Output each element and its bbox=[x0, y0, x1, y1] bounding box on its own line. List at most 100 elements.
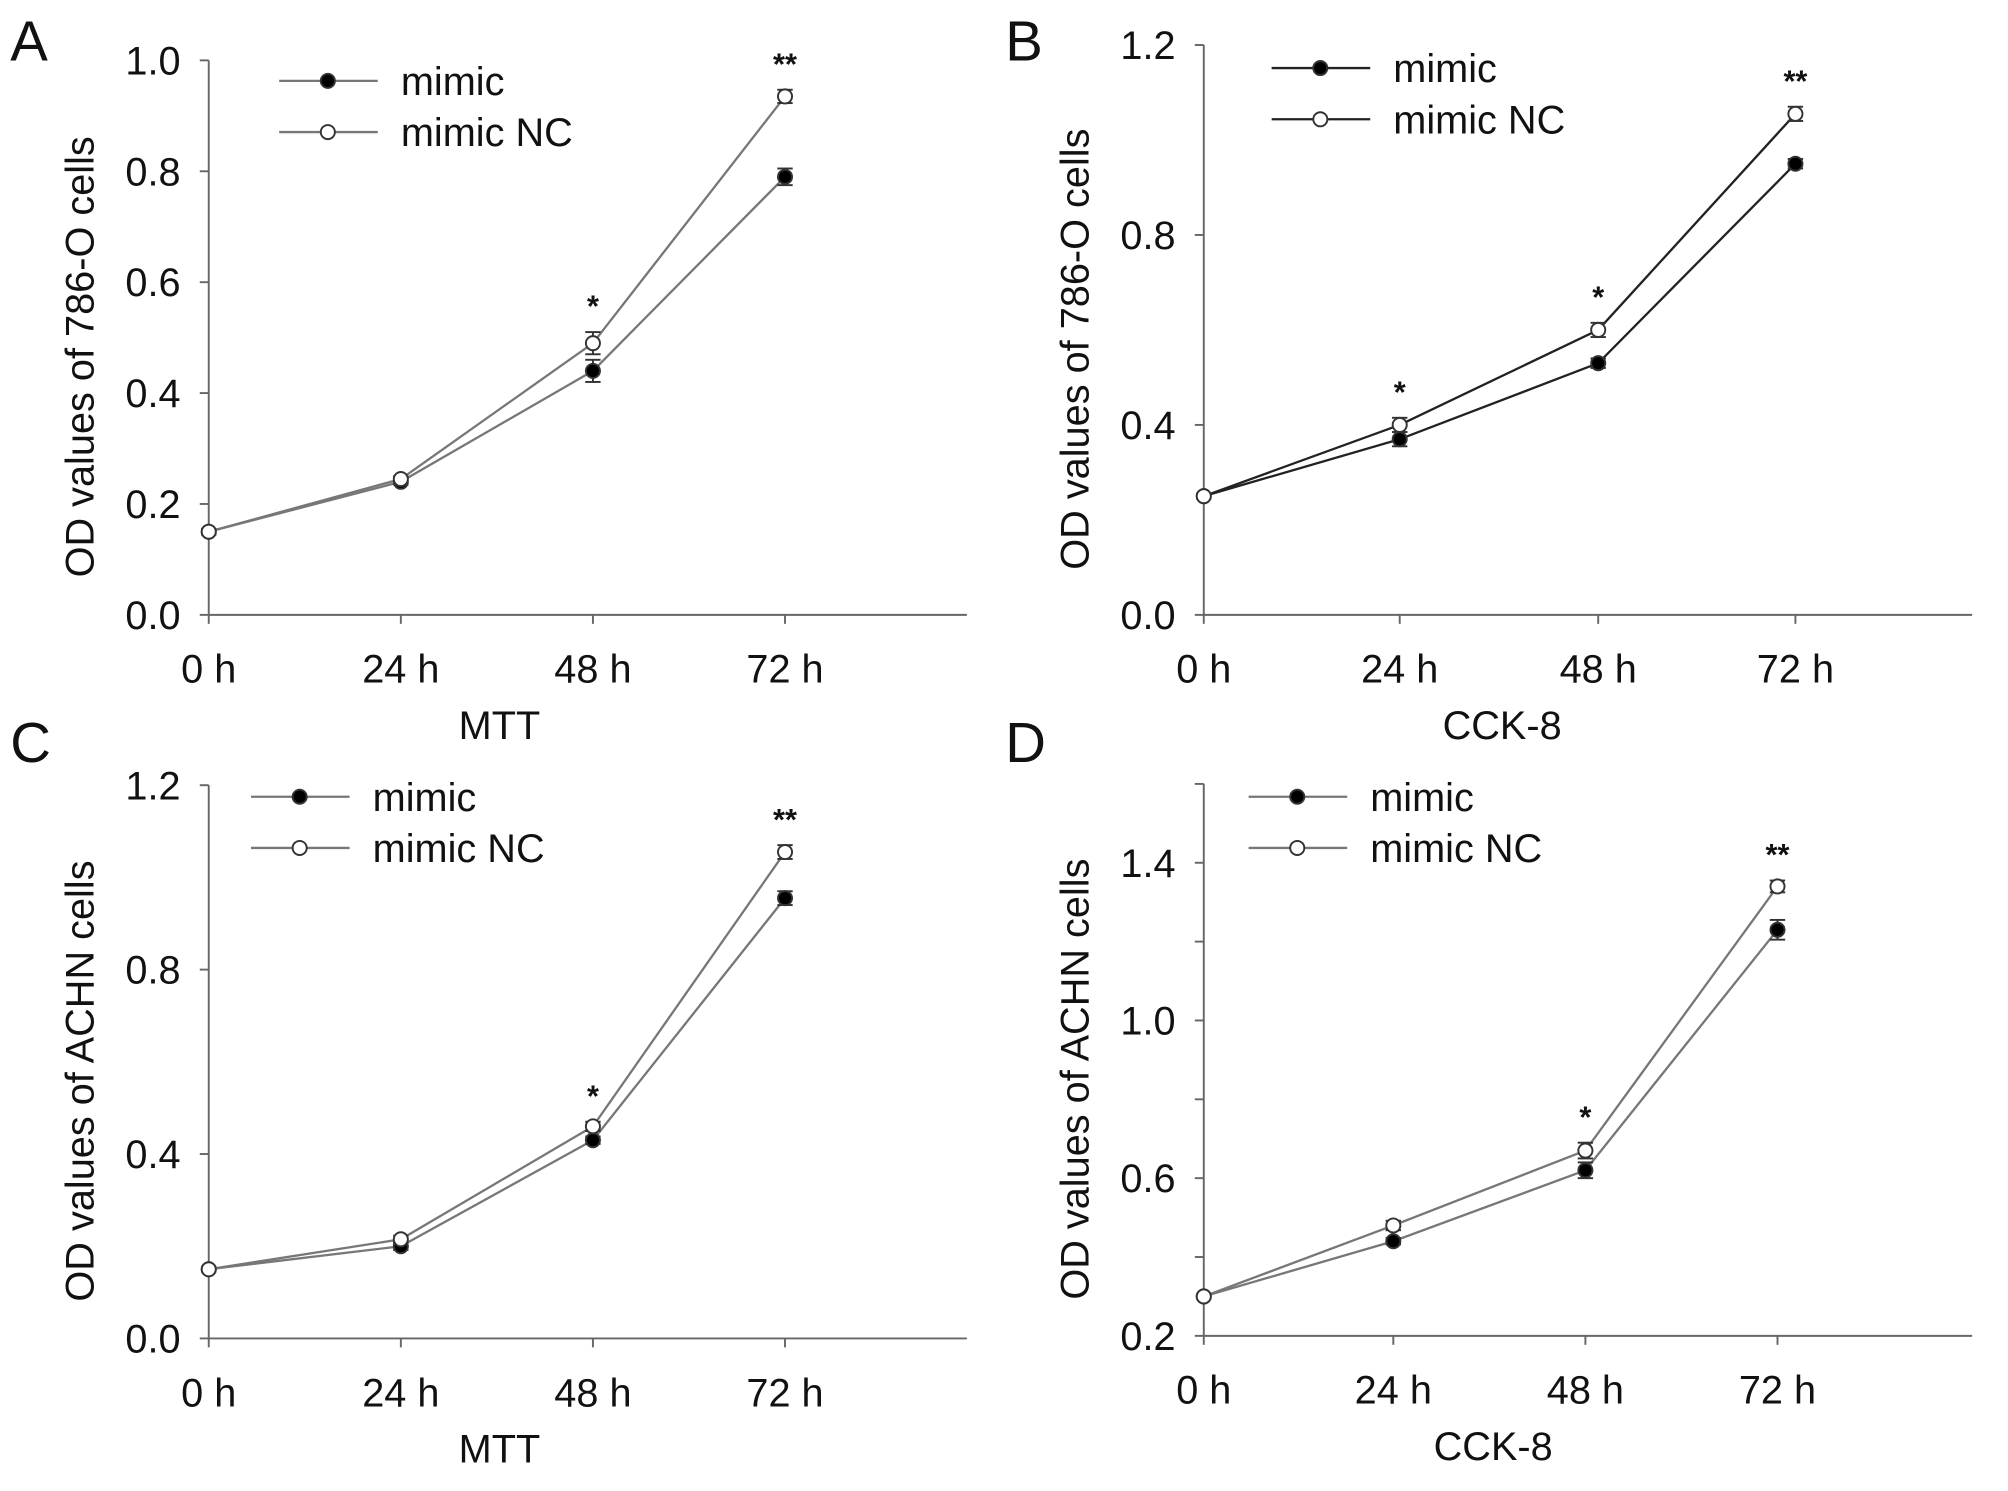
x-tick-label: 24 h bbox=[362, 648, 439, 692]
series-mimic-nc bbox=[200, 88, 794, 540]
legend-label: mimic bbox=[1393, 47, 1497, 91]
y-tick-label: 0.4 bbox=[125, 372, 180, 416]
data-point bbox=[584, 335, 601, 352]
series-line bbox=[208, 95, 786, 533]
legend-marker bbox=[1312, 60, 1329, 77]
y-axis-label: OD values of 786-O cells bbox=[58, 136, 102, 577]
legend-item: mimic NC bbox=[250, 827, 545, 871]
y-tick-label: 0.6 bbox=[125, 261, 180, 305]
data-point bbox=[200, 523, 217, 540]
x-tick-label: 0 h bbox=[1176, 648, 1231, 692]
y-tick-label: 0.8 bbox=[125, 949, 180, 993]
y-tick-label: 0.0 bbox=[125, 594, 180, 638]
significance-marker: * bbox=[1592, 279, 1604, 314]
y-tick-label: 0.2 bbox=[1120, 1315, 1175, 1359]
y-tick-label: 0.4 bbox=[1120, 404, 1175, 448]
legend-item: mimic bbox=[1271, 47, 1497, 91]
legend-item: mimic NC bbox=[1248, 827, 1542, 871]
x-axis-label: CCK-8 bbox=[1434, 1425, 1553, 1469]
data-point bbox=[777, 890, 794, 907]
legend-label: mimic NC bbox=[1393, 98, 1565, 142]
legend-marker bbox=[1289, 788, 1306, 805]
x-axis-label: MTT bbox=[459, 704, 541, 748]
significance-marker: * bbox=[1394, 374, 1406, 409]
significance-marker: ** bbox=[773, 46, 797, 81]
data-point bbox=[1391, 431, 1408, 448]
data-point bbox=[1769, 878, 1786, 895]
data-point bbox=[200, 1261, 217, 1278]
significance-marker: ** bbox=[1783, 63, 1807, 98]
y-tick-label: 0.0 bbox=[1120, 594, 1175, 638]
panel-letter: C bbox=[10, 711, 51, 774]
data-point bbox=[1195, 1288, 1212, 1305]
data-point bbox=[1577, 1162, 1594, 1179]
data-point bbox=[584, 362, 601, 379]
panel-letter: D bbox=[1005, 711, 1046, 774]
data-point bbox=[1391, 416, 1408, 433]
x-tick-label: 24 h bbox=[362, 1371, 439, 1415]
panel-a: A 0.0 0.2 0.4 0.6 0.8 1.0 0 h 24 h 48 h 72 h MTT OD … bbox=[10, 9, 967, 748]
series-mimic bbox=[200, 890, 794, 1278]
data-point bbox=[1590, 321, 1607, 338]
panel-b: B 0.0 0.4 0.8 1.2 0 h 24 h 48 h 72 h CCK-8 OD valu… bbox=[1005, 9, 1973, 748]
data-point bbox=[392, 1231, 409, 1248]
data-point bbox=[777, 844, 794, 861]
data-point bbox=[1385, 1233, 1402, 1250]
legend-marker bbox=[291, 788, 308, 805]
x-tick-label: 48 h bbox=[1560, 648, 1637, 692]
significance-marker: * bbox=[1579, 1099, 1591, 1134]
y-tick-label: 1.2 bbox=[1120, 24, 1175, 68]
y-tick-label: 0.8 bbox=[1120, 214, 1175, 258]
legend-label: mimic bbox=[401, 60, 505, 104]
significance-marker: ** bbox=[1766, 837, 1790, 872]
y-axis-label: OD values of ACHN cells bbox=[58, 860, 102, 1301]
data-point bbox=[392, 471, 409, 488]
data-point bbox=[584, 1118, 601, 1135]
legend-label: mimic NC bbox=[1370, 827, 1542, 871]
legend-label: mimic bbox=[373, 776, 477, 820]
panel-letter: A bbox=[10, 9, 48, 72]
significance-marker: ** bbox=[773, 802, 797, 837]
data-point bbox=[1385, 1217, 1402, 1234]
x-tick-label: 72 h bbox=[1757, 648, 1834, 692]
y-tick-label: 1.4 bbox=[1120, 842, 1175, 886]
series-mimic bbox=[1195, 918, 1786, 1305]
x-tick-label: 72 h bbox=[1739, 1369, 1816, 1413]
legend-marker bbox=[1312, 111, 1329, 128]
series-line bbox=[208, 176, 786, 533]
data-point bbox=[1769, 921, 1786, 938]
panel-letter: B bbox=[1005, 9, 1043, 72]
panel-c: C 0.0 0.4 0.8 1.2 0 h 24 h 48 h 72 h MTT OD values… bbox=[10, 711, 967, 1472]
x-tick-label: 48 h bbox=[554, 648, 631, 692]
data-point bbox=[1590, 355, 1607, 372]
y-axis-label: OD values of 786-O cells bbox=[1054, 129, 1098, 570]
legend-marker bbox=[291, 839, 308, 856]
y-axis-label: OD values of ACHN cells bbox=[1054, 859, 1098, 1300]
data-point bbox=[1787, 155, 1804, 172]
series-mimic bbox=[1195, 155, 1804, 505]
y-tick-label: 0.0 bbox=[125, 1318, 180, 1362]
x-tick-label: 0 h bbox=[181, 648, 236, 692]
significance-marker: * bbox=[587, 1078, 599, 1113]
series-mimic-nc bbox=[200, 844, 794, 1278]
data-point bbox=[584, 1132, 601, 1149]
data-point bbox=[1577, 1142, 1594, 1159]
series-mimic-nc bbox=[1195, 878, 1786, 1305]
y-tick-label: 1.0 bbox=[125, 39, 180, 83]
data-point bbox=[1195, 488, 1212, 505]
x-tick-label: 72 h bbox=[746, 648, 823, 692]
legend-item: mimic bbox=[1248, 776, 1474, 820]
x-tick-label: 24 h bbox=[1355, 1369, 1432, 1413]
legend-marker bbox=[319, 72, 336, 89]
x-axis-label: MTT bbox=[459, 1428, 541, 1472]
series-line bbox=[1203, 885, 1779, 1298]
y-tick-label: 0.8 bbox=[125, 150, 180, 194]
x-tick-label: 48 h bbox=[554, 1371, 631, 1415]
x-axis-label: CCK-8 bbox=[1443, 704, 1562, 748]
y-tick-label: 0.2 bbox=[125, 483, 180, 527]
series-line bbox=[208, 897, 786, 1271]
panel-d: D 0.2 0.6 1.0 1.4 0 h 24 h 48 h 72 h CCK-8 OD valu… bbox=[1005, 711, 1973, 1469]
legend-marker bbox=[1289, 839, 1306, 856]
data-point bbox=[777, 168, 794, 185]
data-point bbox=[1787, 105, 1804, 122]
